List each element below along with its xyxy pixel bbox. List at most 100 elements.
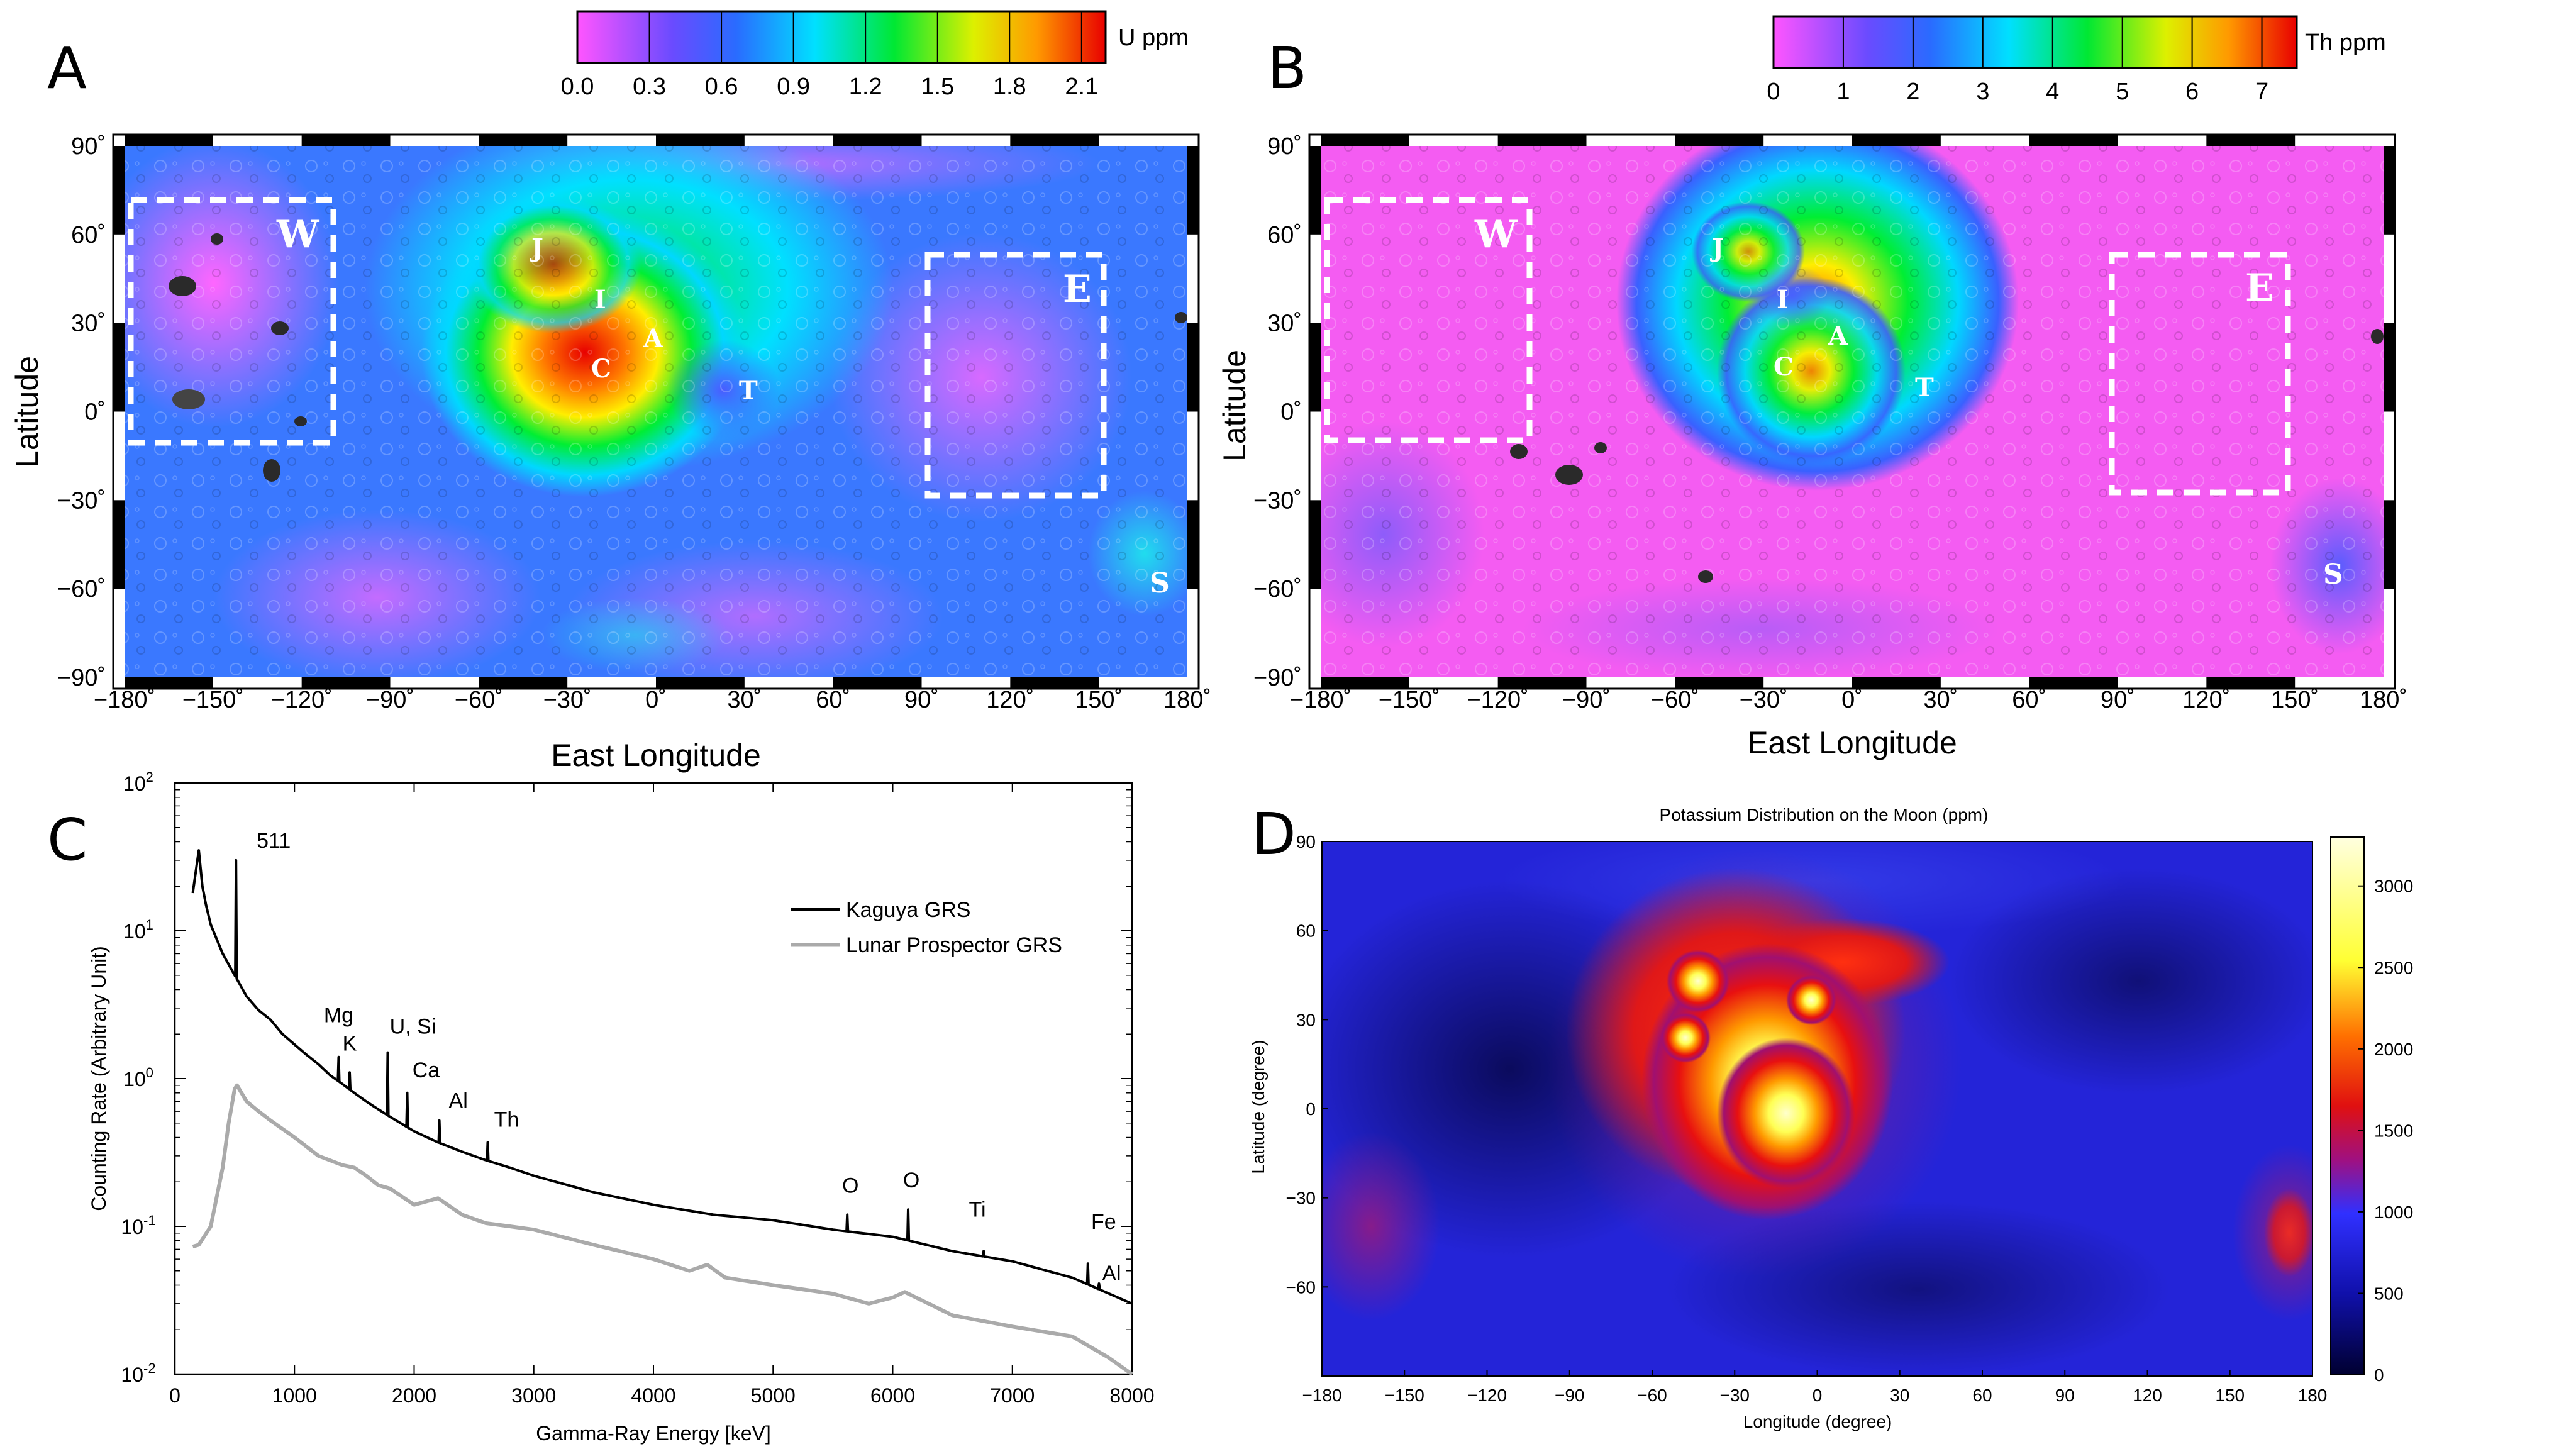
region-label-s: S xyxy=(1150,567,1170,599)
frame-tick-bottom xyxy=(2029,677,2118,689)
peak-label: K xyxy=(343,1031,357,1055)
x-tick-label: 90˚ xyxy=(2101,687,2135,713)
peak-label: U, Si xyxy=(390,1015,436,1039)
x-tick-label: −30 xyxy=(1720,1385,1750,1405)
x-tick-label: −150 xyxy=(1385,1385,1424,1405)
region-label-c: C xyxy=(1774,352,1794,382)
frame-tick-top xyxy=(301,135,391,146)
x-tick-label: 0 xyxy=(169,1384,180,1407)
x-tick-label: 180˚ xyxy=(2360,687,2407,713)
colorbar-tick-label: 0.3 xyxy=(633,74,666,100)
frame-tick-bottom xyxy=(301,677,391,689)
y-tick-label: 30˚ xyxy=(71,311,106,337)
x-ticks: −180˚ −150˚ −120˚ −90˚ −60˚ −30˚ 0˚ 30˚ 60˚ 90˚ 12… xyxy=(1290,687,2407,713)
colorbar-tick-label: 1.8 xyxy=(993,74,1026,100)
x-ticks: −180˚ −150˚ −120˚ −90˚ −60˚ −30˚ 0˚ 30˚ 60˚ 90˚ 12… xyxy=(94,687,1211,713)
panel-a-label: A xyxy=(47,35,87,102)
frame-tick-left xyxy=(1309,323,1321,412)
frame-tick-top xyxy=(656,135,745,146)
peak-label: 511 xyxy=(257,829,291,853)
colorbar xyxy=(2330,836,2365,1375)
region-label-t: T xyxy=(739,376,758,406)
frame-tick-top xyxy=(125,135,213,146)
panel-a-colorbar: U ppm 0.0 0.3 0.6 0.9 1.2 1.5 1.8 2.1 xyxy=(561,10,1189,100)
x-tick-label: −30˚ xyxy=(543,687,592,713)
panel-b-map xyxy=(1321,146,2384,677)
x-tick-label: −150˚ xyxy=(1379,687,1440,713)
frame-tick-top xyxy=(1497,135,1587,146)
region-box-w xyxy=(128,197,336,446)
frame-tick-bottom xyxy=(1675,677,1764,689)
series-line-lunar-prospector xyxy=(192,1083,1133,1376)
colorbar-tick-label: 1.2 xyxy=(849,74,882,100)
x-tick-label: −120˚ xyxy=(271,687,333,713)
x-tick-label: 0 xyxy=(1813,1385,1823,1405)
x-axis-label: East Longitude xyxy=(551,738,761,773)
x-tick-label: 7000 xyxy=(990,1384,1035,1407)
y-tick-label: −90˚ xyxy=(57,665,106,691)
x-tick-label: 30 xyxy=(1890,1385,1909,1405)
x-tick-label: −60˚ xyxy=(1651,687,1699,713)
colorbar-tick-label: 2500 xyxy=(2374,958,2413,977)
y-tick-label: 101 xyxy=(123,917,153,943)
frame-tick-bottom xyxy=(125,677,213,689)
region-label-t: T xyxy=(1915,373,1934,402)
x-axis-label: Longitude (degree) xyxy=(1743,1412,1892,1431)
frame-tick-right xyxy=(1187,500,1199,589)
y-tick-label: 60˚ xyxy=(1267,222,1302,248)
x-tick-label: −90˚ xyxy=(1562,687,1611,713)
frame-tick-right xyxy=(2384,323,2395,412)
colorbar-gradient xyxy=(576,10,1107,64)
y-tick-label: 100 xyxy=(123,1065,153,1091)
axes: 0 1000 2000 3000 4000 5000 6000 7000 8000 10-2 10-… xyxy=(121,769,1154,1407)
panel-b: B Th ppm 0 1 2 3 4 5 6 7 W E xyxy=(1217,15,2407,760)
y-ticks: 90˚ 60˚ 30˚ 0˚ −30˚ −60˚ −90˚ xyxy=(1253,133,1302,691)
colorbar-tick-label: 6 xyxy=(2185,79,2199,105)
x-tick-label: −90 xyxy=(1555,1385,1585,1405)
legend-label-lp: Lunar Prospector GRS xyxy=(846,933,1062,957)
y-tick-label: −60 xyxy=(1286,1277,1316,1297)
legend-label-kaguya: Kaguya GRS xyxy=(846,898,970,922)
region-box-w xyxy=(1324,197,1533,443)
colorbar-tick-label: 0.9 xyxy=(777,74,810,100)
peak-label: Al xyxy=(449,1089,468,1113)
x-tick-label: 60˚ xyxy=(2012,687,2046,713)
colorbar-tick-label: 0 xyxy=(2374,1365,2384,1385)
y-tick-label: 90 xyxy=(1296,832,1316,852)
y-tick-label: 90˚ xyxy=(1267,133,1302,160)
colorbar-unit: U ppm xyxy=(1118,25,1189,51)
x-tick-label: 30˚ xyxy=(727,687,762,713)
y-tick-label: −30 xyxy=(1286,1189,1316,1208)
y-tick-label: 0 xyxy=(1306,1099,1316,1119)
region-box-e xyxy=(2109,252,2291,496)
frame-tick-bottom xyxy=(2206,677,2296,689)
x-tick-label: 3000 xyxy=(511,1384,556,1407)
frame-tick-right xyxy=(2384,146,2395,235)
y-tick-label: −30˚ xyxy=(57,487,106,514)
panel-d-map xyxy=(1322,841,2312,1376)
plot-frame xyxy=(174,782,1133,1375)
y-axis-label: Latitude xyxy=(1217,350,1252,462)
frame-tick-top xyxy=(479,135,568,146)
colorbar-tick-label: 3 xyxy=(1976,79,1989,105)
x-tick-label: 0˚ xyxy=(645,687,667,713)
y-tick-label: 10-1 xyxy=(121,1213,155,1238)
x-tick-label: −180 xyxy=(1302,1385,1341,1405)
colorbar-ticks: 0 500 1000 1500 2000 2500 3000 xyxy=(2358,877,2413,1385)
frame-tick-right xyxy=(1187,146,1199,235)
region-label-w: W xyxy=(276,213,320,257)
axes: −180 −150 −120 −90 −60 −30 0 30 60 90 120 150 180 90 6… xyxy=(1286,832,2328,1405)
y-tick-label: 60˚ xyxy=(71,222,106,248)
x-tick-label: 30˚ xyxy=(1923,687,1958,713)
panel-a-map xyxy=(125,146,1187,677)
colorbar-tick-label: 5 xyxy=(2116,79,2129,105)
y-ticks: 90˚ 60˚ 30˚ 0˚ −30˚ −60˚ −90˚ xyxy=(57,133,106,691)
y-tick-label: 30˚ xyxy=(1267,311,1302,337)
region-label-e: E xyxy=(1063,267,1092,311)
y-tick-label: 0˚ xyxy=(84,399,106,426)
frame-tick-bottom xyxy=(656,677,745,689)
region-label-a: A xyxy=(1828,321,1848,351)
x-tick-label: 1000 xyxy=(272,1384,317,1407)
x-tick-label: −30˚ xyxy=(1740,687,1788,713)
